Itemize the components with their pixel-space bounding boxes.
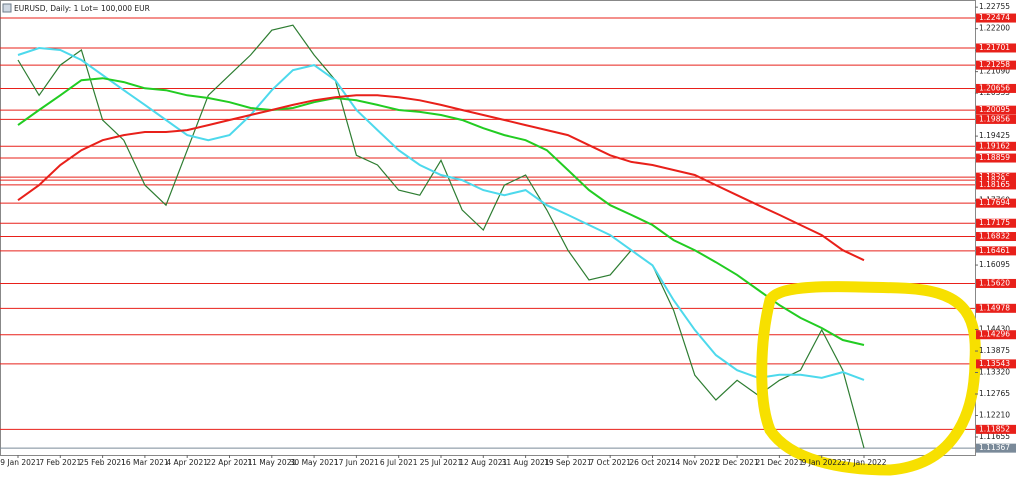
- level-label-box: [976, 153, 1016, 163]
- y-tick-label: 1.13320: [979, 368, 1010, 377]
- x-tick-label: 6 Jul 2021: [380, 458, 418, 467]
- level-label: 1.20095: [979, 105, 1010, 114]
- y-tick-label: 1.19425: [979, 131, 1010, 140]
- x-tick-label: 21 Dec 2021: [755, 458, 803, 467]
- x-tick-label: 12 Aug 2021: [459, 458, 507, 467]
- level-label: 1.17694: [979, 198, 1010, 207]
- level-label-box: [976, 60, 1016, 70]
- level-label: 1.18165: [979, 180, 1010, 189]
- x-tick-label: 30 May 2021: [290, 458, 339, 467]
- level-label-box: [976, 43, 1016, 53]
- level-label-box: [976, 246, 1016, 256]
- level-label-box: [976, 424, 1016, 434]
- x-tick-label: 19 Sep 2021: [544, 458, 592, 467]
- level-label-box: [976, 278, 1016, 288]
- x-tick-label: 31 Aug 2021: [502, 458, 550, 467]
- x-tick-label: 2 Dec 2021: [716, 458, 759, 467]
- x-tick-label: 14 Nov 2021: [671, 458, 719, 467]
- level-label-box: [976, 198, 1016, 208]
- x-tick-label: 7 Feb 2021: [39, 458, 81, 467]
- marks-layer: [0, 17, 975, 449]
- level-label: 1.11852: [979, 424, 1010, 433]
- x-tick-label: 7 Oct 2021: [589, 458, 631, 467]
- y-tick-label: 1.16095: [979, 260, 1010, 269]
- current-price-label: 1.11367: [979, 443, 1010, 452]
- level-label-box: [976, 218, 1016, 228]
- x-tick-label: 25 Jul 2021: [420, 458, 463, 467]
- level-label: 1.18859: [979, 153, 1010, 162]
- level-label-box: [976, 13, 1016, 23]
- x-tick-label: 27 Jan 2022: [842, 458, 887, 467]
- chart-title: EURUSD, Daily: 1 Lot= 100,000 EUR: [14, 4, 150, 13]
- y-tick-label: 1.13875: [979, 346, 1010, 355]
- moving-average: [17, 94, 865, 262]
- y-tick-label: 1.22200: [979, 24, 1010, 33]
- x-tick-label: 22 Apr 2021: [206, 458, 253, 467]
- x-tick-label: 11 May 2021: [247, 458, 296, 467]
- x-tick-label: 25 Feb 2021: [79, 458, 126, 467]
- level-label-box: [976, 232, 1016, 242]
- level-label-box: [976, 330, 1016, 340]
- y-tick-label: 1.12210: [979, 411, 1010, 420]
- level-label: 1.14978: [979, 303, 1010, 312]
- y-tick-label: 1.14430: [979, 325, 1010, 334]
- level-label-box: [976, 83, 1016, 93]
- level-label-box: [976, 114, 1016, 124]
- x-tick-label: 19 Jan 2021: [0, 458, 41, 467]
- current-price-box: [976, 443, 1016, 453]
- y-tick-label: 1.21090: [979, 67, 1010, 76]
- y-tick-label: 1.11655: [979, 432, 1010, 441]
- x-tick-label: 16 Mar 2021: [121, 458, 169, 467]
- x-tick-label: 17 Jun 2021: [334, 458, 379, 467]
- highlight-circle: [756, 281, 981, 476]
- level-label: 1.20656: [979, 83, 1010, 92]
- plot-frame: [0, 0, 976, 456]
- x-tick-label: 26 Oct 2021: [629, 458, 676, 467]
- x-tick-label: 4 Apr 2021: [166, 458, 208, 467]
- level-label-box: [976, 105, 1016, 115]
- level-label-box: [976, 180, 1016, 190]
- level-label-box: [976, 141, 1016, 151]
- level-label: 1.16832: [979, 232, 1010, 241]
- level-label: 1.21701: [979, 43, 1010, 52]
- moving-average: [17, 46, 865, 381]
- level-label: 1.19162: [979, 141, 1010, 150]
- level-label: 1.14296: [979, 330, 1010, 339]
- level-label: 1.21258: [979, 60, 1010, 69]
- level-label: 1.16461: [979, 246, 1010, 255]
- level-label: 1.13543: [979, 359, 1010, 368]
- moving-average: [17, 77, 865, 346]
- x-tick-label: 9 Jan 2022: [802, 458, 842, 467]
- y-tick-label: 1.12765: [979, 389, 1010, 398]
- level-label: 1.15620: [979, 278, 1010, 287]
- level-label: 1.17175: [979, 218, 1010, 227]
- level-label-box: [976, 175, 1016, 185]
- level-label: 1.19856: [979, 114, 1010, 123]
- level-label-box: [976, 303, 1016, 313]
- level-label: 1.22474: [979, 13, 1010, 22]
- price-line: [17, 24, 865, 449]
- y-tick-label: 1.22755: [979, 2, 1010, 11]
- level-label-box: [976, 359, 1016, 369]
- symbol-icon: [2, 3, 12, 13]
- level-label: 1.1829: [979, 175, 1005, 184]
